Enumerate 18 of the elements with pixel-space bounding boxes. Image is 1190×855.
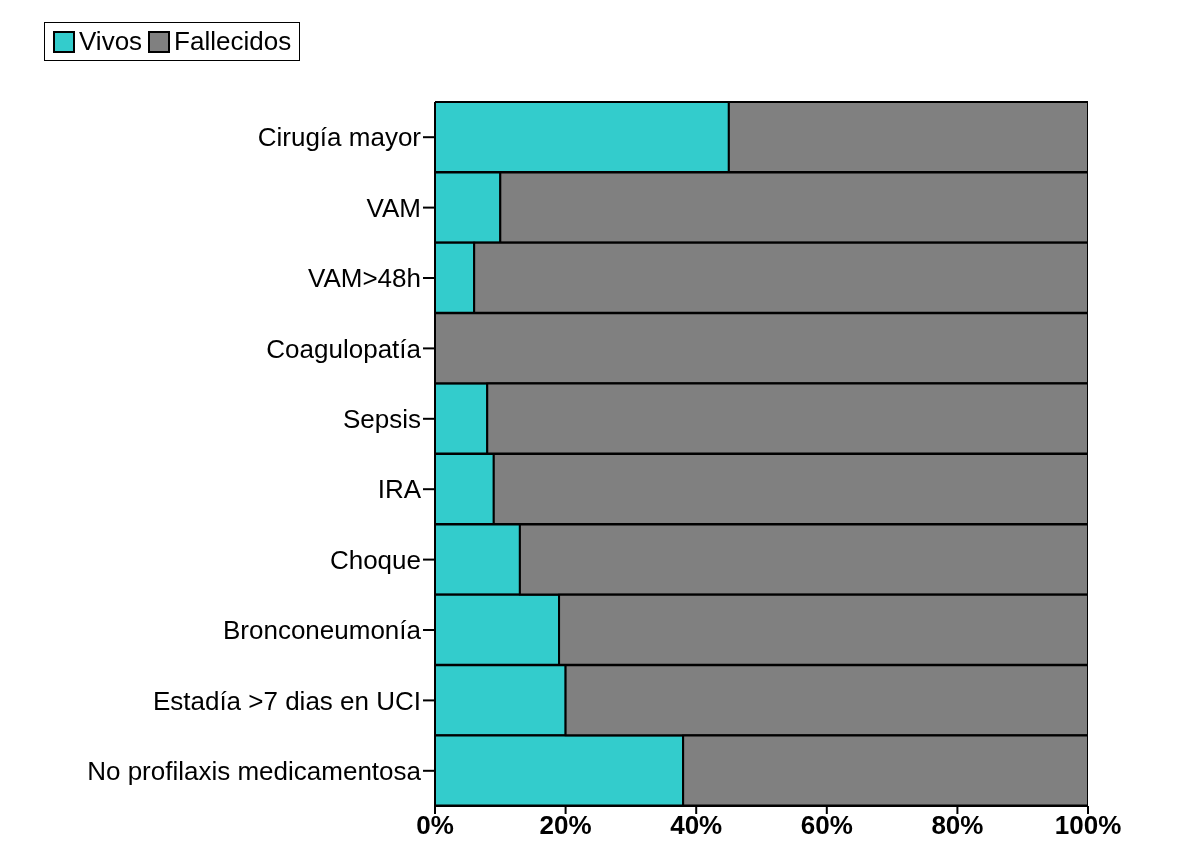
x-tick-label: 0%: [416, 810, 454, 841]
x-tick-label: 80%: [931, 810, 984, 841]
y-tick-label: Cirugía mayor: [257, 122, 422, 153]
legend-label: Vivos: [78, 26, 143, 57]
y-tick-label: Coagulopatía: [266, 333, 422, 364]
x-tick-label: 20%: [539, 810, 592, 841]
y-tick-label: Estadía >7 dias en UCI: [152, 685, 421, 716]
y-tick-label: Sepsis: [342, 404, 421, 435]
y-tick-label: No profilaxis medicamentosa: [87, 756, 422, 787]
x-tick-label: 100%: [1054, 810, 1122, 841]
y-tick-label: VAM: [366, 192, 421, 223]
x-tick-label: 60%: [800, 810, 853, 841]
y-tick-label: Choque: [329, 544, 421, 575]
legend-label: Fallecidos: [173, 26, 292, 57]
y-tick-label: VAM>48h: [308, 263, 421, 294]
x-tick-label: 40%: [670, 810, 723, 841]
y-tick-label: IRA: [377, 474, 422, 505]
y-tick-label: Bronconeumonía: [222, 615, 422, 646]
